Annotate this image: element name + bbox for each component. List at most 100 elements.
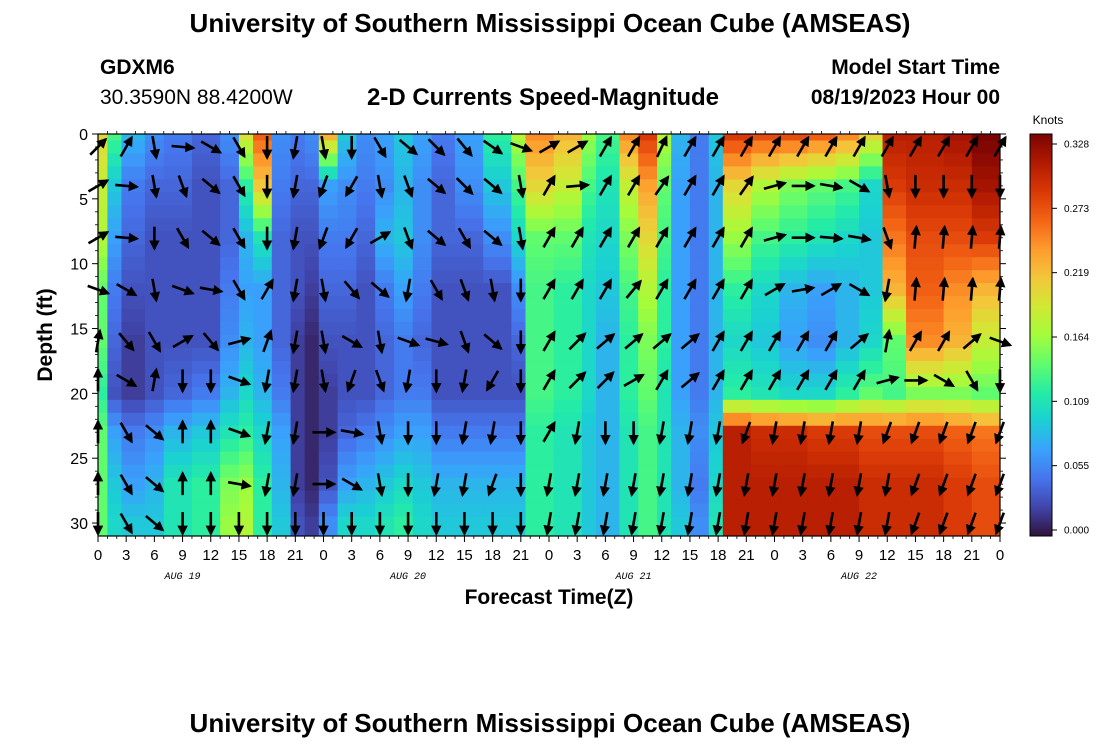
heatmap-cell: [638, 166, 658, 180]
heatmap-cell: [107, 529, 123, 536]
current-vector: [768, 421, 780, 446]
heatmap-cell: [144, 257, 165, 271]
heatmap-cell: [337, 490, 357, 505]
colorbar-tick-label: 0.273: [1064, 204, 1089, 215]
heatmap-cell: [98, 166, 108, 180]
y-tick-label: 25: [70, 451, 88, 468]
heatmap-cell: [581, 386, 597, 401]
current-vector: [965, 370, 979, 392]
heatmap-cell: [671, 257, 691, 271]
current-vector: [599, 511, 611, 536]
heatmap-cell: [318, 503, 339, 518]
x-tick-label: 9: [404, 547, 412, 564]
current-vector: [119, 135, 133, 158]
heatmap-cell: [943, 283, 973, 297]
heatmap-cell: [163, 425, 193, 440]
heatmap-cell: [121, 322, 146, 336]
heatmap-cell: [708, 244, 724, 258]
heatmap-cell: [553, 244, 583, 258]
heatmap-cell: [337, 399, 357, 414]
heatmap-cell: [807, 490, 837, 505]
heatmap-cell: [619, 490, 639, 505]
heatmap-cell: [238, 412, 254, 427]
heatmap-cell: [722, 412, 752, 427]
heatmap-cell: [581, 192, 597, 206]
heatmap-cell: [220, 140, 240, 155]
heatmap-cell: [304, 464, 320, 479]
current-vector: [711, 278, 725, 300]
heatmap-cell: [553, 218, 583, 232]
heatmap-cell: [393, 134, 414, 142]
heatmap-cell: [220, 270, 240, 284]
heatmap-cell: [107, 516, 123, 531]
heatmap-cell: [638, 134, 658, 142]
heatmap-cell: [722, 309, 752, 323]
heatmap-cell: [220, 153, 240, 168]
heatmap-cell: [779, 244, 808, 258]
current-vector: [680, 371, 700, 389]
current-vector: [936, 135, 951, 158]
current-vector: [375, 473, 386, 498]
heatmap-cell: [619, 438, 639, 453]
heatmap-cell: [859, 296, 884, 310]
heatmap-cell: [304, 335, 320, 349]
heatmap-cell: [412, 529, 433, 536]
heatmap-cell: [271, 347, 292, 362]
heatmap-cell: [689, 205, 710, 219]
heatmap-cell: [657, 166, 672, 180]
heatmap-cell: [253, 179, 273, 193]
heatmap-cell: [689, 218, 710, 232]
heatmap-cell: [619, 166, 639, 180]
x-tick-label: 3: [122, 547, 130, 564]
heatmap-cell: [638, 153, 658, 168]
heatmap-cell: [689, 257, 710, 271]
current-vector: [261, 369, 272, 394]
heatmap-cell: [121, 464, 146, 479]
current-vector: [397, 336, 421, 348]
heatmap-cell: [671, 218, 691, 232]
heatmap-cell: [943, 464, 973, 479]
heatmap-cell: [689, 477, 710, 492]
heatmap-cell: [238, 399, 254, 414]
heatmap-cell: [191, 464, 221, 479]
heatmap-cell: [253, 425, 273, 440]
heatmap-cell: [779, 270, 808, 284]
heatmap-cell: [671, 231, 691, 245]
heatmap-cell: [375, 257, 395, 271]
current-vector: [171, 284, 195, 296]
current-vector: [966, 473, 977, 497]
heatmap-cell: [689, 425, 710, 440]
heatmap-cell: [511, 205, 527, 219]
heatmap-cell: [619, 360, 639, 375]
heatmap-cell: [412, 425, 433, 440]
heatmap-cell: [144, 166, 165, 180]
heatmap-cell: [971, 347, 1000, 362]
heatmap-cell: [859, 257, 884, 271]
heatmap-cell: [393, 451, 414, 466]
heatmap-cell: [107, 153, 123, 168]
heatmap-cell: [581, 270, 597, 284]
heatmap-cell: [671, 529, 691, 536]
heatmap-cell: [304, 347, 320, 362]
heatmap-cell: [638, 347, 658, 362]
heatmap-cell: [238, 244, 254, 258]
current-vector: [797, 421, 808, 446]
heatmap-cell: [581, 153, 597, 168]
heatmap-cell: [121, 166, 146, 180]
heatmap-cell: [455, 503, 484, 518]
heatmap-cell: [657, 244, 672, 258]
heatmap-cell: [412, 153, 433, 168]
current-vector: [880, 135, 894, 158]
current-vector: [571, 473, 582, 498]
heatmap-cell: [751, 386, 780, 401]
heatmap-cell: [337, 134, 357, 142]
heatmap-cell: [943, 192, 973, 206]
current-vector: [853, 511, 864, 536]
heatmap-cell: [619, 309, 639, 323]
heatmap-cell: [906, 322, 945, 336]
heatmap-cell: [638, 270, 658, 284]
heatmap-cell: [483, 490, 513, 505]
heatmap-cell: [220, 529, 240, 536]
heatmap-cell: [412, 218, 433, 232]
heatmap-cell: [906, 386, 945, 401]
